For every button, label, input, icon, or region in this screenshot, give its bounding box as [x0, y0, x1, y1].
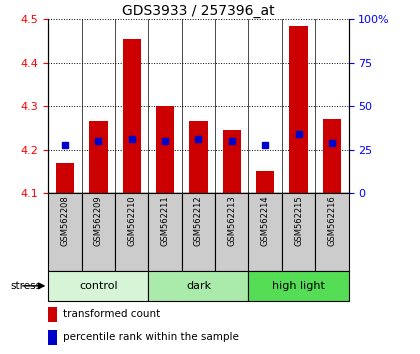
Bar: [249, 271, 349, 301]
Text: control: control: [79, 281, 118, 291]
Bar: [282, 193, 315, 271]
Bar: [48, 193, 81, 271]
Bar: [315, 193, 349, 271]
Text: dark: dark: [186, 281, 211, 291]
Text: GSM562213: GSM562213: [227, 195, 236, 246]
Text: GSM562216: GSM562216: [328, 195, 336, 246]
Bar: [323, 119, 341, 193]
Bar: [249, 193, 282, 271]
Bar: [182, 193, 215, 271]
Title: GDS3933 / 257396_at: GDS3933 / 257396_at: [122, 5, 275, 18]
Text: transformed count: transformed count: [63, 309, 160, 319]
Text: high light: high light: [272, 281, 325, 291]
Bar: [115, 193, 148, 271]
Bar: [215, 193, 249, 271]
Bar: [223, 130, 241, 193]
Bar: [256, 171, 274, 193]
Text: GSM562208: GSM562208: [60, 195, 69, 246]
Bar: [48, 330, 57, 344]
Bar: [56, 162, 74, 193]
Bar: [48, 271, 148, 301]
Text: GSM562215: GSM562215: [294, 195, 303, 246]
Bar: [148, 193, 182, 271]
Bar: [189, 121, 207, 193]
Bar: [156, 106, 174, 193]
Bar: [148, 271, 249, 301]
Text: GSM562212: GSM562212: [194, 195, 203, 246]
Text: percentile rank within the sample: percentile rank within the sample: [63, 332, 239, 342]
Text: GSM562209: GSM562209: [94, 195, 103, 246]
Text: GSM562211: GSM562211: [160, 195, 170, 246]
Bar: [123, 39, 141, 193]
Bar: [48, 307, 57, 322]
Bar: [289, 26, 308, 193]
Text: stress: stress: [11, 281, 42, 291]
Text: GSM562210: GSM562210: [127, 195, 136, 246]
Bar: [81, 193, 115, 271]
Bar: [89, 121, 108, 193]
Text: GSM562214: GSM562214: [261, 195, 270, 246]
